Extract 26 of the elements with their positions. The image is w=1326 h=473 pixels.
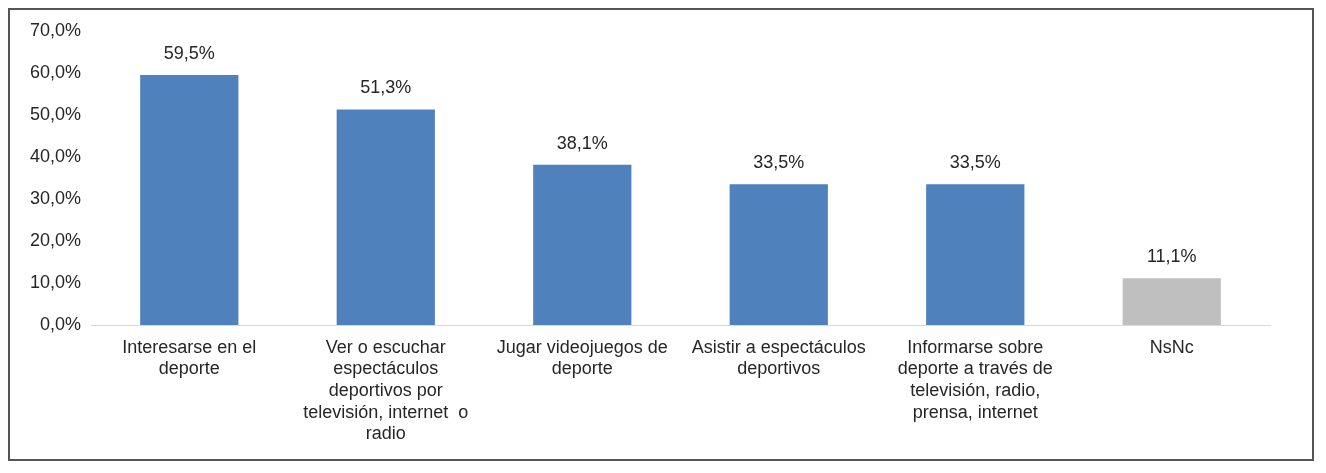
y-tick-label: 50,0% xyxy=(29,103,82,124)
x-tick-label: Informarse sobre deporte a través de televisión, radio, prensa, internet xyxy=(897,336,1053,422)
data-label: 11,1% xyxy=(1146,246,1197,267)
data-label: 33,5% xyxy=(949,152,1001,173)
x-tick-label: Jugar videojuegos de deporte xyxy=(496,336,668,379)
x-tick-label: Asistir a espectáculos deportivos xyxy=(691,336,866,379)
y-tick-label: 60,0% xyxy=(29,61,82,82)
data-label: 33,5% xyxy=(753,152,805,173)
y-tick-label: 70,0% xyxy=(29,19,82,40)
y-tick-label: 20,0% xyxy=(29,229,82,250)
data-label: 59,5% xyxy=(163,42,215,63)
bar xyxy=(533,164,632,325)
x-tick-label: Interesarse en el deporte xyxy=(122,336,257,379)
x-tick-label: NsNc xyxy=(1149,336,1194,357)
y-tick-label: 40,0% xyxy=(29,145,82,166)
bar xyxy=(926,184,1025,325)
y-tick-label: 0,0% xyxy=(40,313,82,334)
bar xyxy=(729,184,828,325)
y-tick-label: 30,0% xyxy=(29,187,82,208)
data-label: 38,1% xyxy=(556,132,608,153)
bar xyxy=(336,109,435,325)
data-label: 51,3% xyxy=(360,77,412,98)
bar xyxy=(140,74,239,325)
bar xyxy=(1122,278,1221,325)
y-tick-label: 10,0% xyxy=(29,271,82,292)
x-tick-label: Ver o escuchar espectáculos deportivos por televisión, internet o radio xyxy=(303,336,469,444)
